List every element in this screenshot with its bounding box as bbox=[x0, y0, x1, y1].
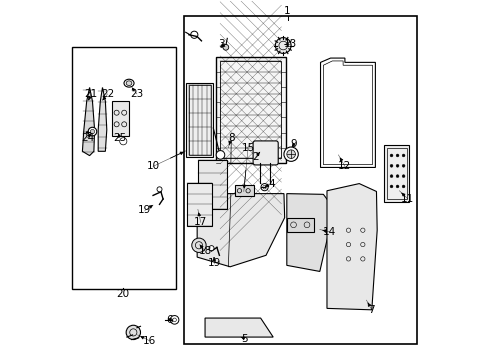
Text: 11: 11 bbox=[400, 194, 413, 204]
Text: 12: 12 bbox=[338, 161, 351, 171]
Circle shape bbox=[395, 185, 398, 188]
Text: 8: 8 bbox=[227, 133, 234, 143]
Polygon shape bbox=[326, 184, 376, 310]
Circle shape bbox=[395, 165, 398, 167]
Text: 18: 18 bbox=[198, 246, 211, 256]
Circle shape bbox=[284, 147, 298, 161]
Circle shape bbox=[208, 246, 214, 251]
Circle shape bbox=[401, 165, 404, 167]
Text: 19: 19 bbox=[138, 206, 151, 216]
Polygon shape bbox=[197, 194, 284, 267]
Text: 20: 20 bbox=[117, 289, 130, 299]
Bar bbox=[220, 61, 281, 158]
Text: 1: 1 bbox=[284, 6, 290, 16]
Text: 7: 7 bbox=[368, 305, 374, 315]
Text: 13: 13 bbox=[283, 40, 296, 49]
Polygon shape bbox=[82, 87, 94, 156]
FancyBboxPatch shape bbox=[253, 141, 278, 165]
Text: 25: 25 bbox=[113, 133, 126, 143]
Text: 23: 23 bbox=[130, 89, 143, 99]
Circle shape bbox=[395, 175, 398, 177]
Bar bbox=[186, 83, 213, 157]
Circle shape bbox=[88, 127, 97, 136]
Polygon shape bbox=[198, 160, 227, 210]
Circle shape bbox=[261, 184, 267, 191]
Polygon shape bbox=[204, 318, 273, 337]
Bar bbox=[386, 148, 406, 199]
Text: 6: 6 bbox=[165, 315, 172, 325]
Text: 15: 15 bbox=[241, 143, 254, 153]
Text: 22: 22 bbox=[101, 89, 114, 99]
Circle shape bbox=[286, 150, 295, 158]
Bar bbox=[187, 183, 211, 226]
Bar bbox=[112, 101, 129, 136]
Circle shape bbox=[216, 150, 224, 159]
Bar bbox=[383, 145, 408, 202]
Circle shape bbox=[401, 185, 404, 188]
Text: 17: 17 bbox=[194, 217, 207, 227]
Text: 4: 4 bbox=[267, 179, 274, 189]
Circle shape bbox=[401, 175, 404, 177]
Circle shape bbox=[389, 175, 392, 177]
Circle shape bbox=[223, 44, 228, 50]
Bar bbox=[215, 57, 285, 163]
Polygon shape bbox=[98, 87, 106, 151]
Bar bbox=[184, 16, 416, 344]
Circle shape bbox=[389, 185, 392, 188]
Bar bbox=[286, 218, 313, 232]
Ellipse shape bbox=[124, 79, 134, 87]
Ellipse shape bbox=[126, 81, 132, 86]
Text: 5: 5 bbox=[241, 333, 247, 343]
Text: 9: 9 bbox=[290, 139, 297, 149]
Bar bbox=[72, 47, 175, 289]
Text: 19: 19 bbox=[207, 258, 220, 268]
Text: 2: 2 bbox=[252, 152, 259, 162]
Text: 21: 21 bbox=[84, 89, 98, 99]
Bar bbox=[188, 85, 211, 154]
Circle shape bbox=[275, 38, 290, 53]
Circle shape bbox=[191, 238, 206, 252]
Text: 10: 10 bbox=[146, 161, 159, 171]
Circle shape bbox=[157, 187, 162, 192]
Text: 24: 24 bbox=[81, 133, 94, 143]
Text: 3: 3 bbox=[218, 40, 224, 49]
Circle shape bbox=[401, 154, 404, 157]
Circle shape bbox=[389, 154, 392, 157]
Polygon shape bbox=[286, 194, 333, 271]
Text: 16: 16 bbox=[142, 336, 156, 346]
Circle shape bbox=[395, 154, 398, 157]
Circle shape bbox=[389, 165, 392, 167]
Circle shape bbox=[90, 130, 94, 134]
Bar bbox=[235, 185, 253, 196]
Text: 14: 14 bbox=[323, 227, 336, 237]
Circle shape bbox=[126, 325, 140, 339]
